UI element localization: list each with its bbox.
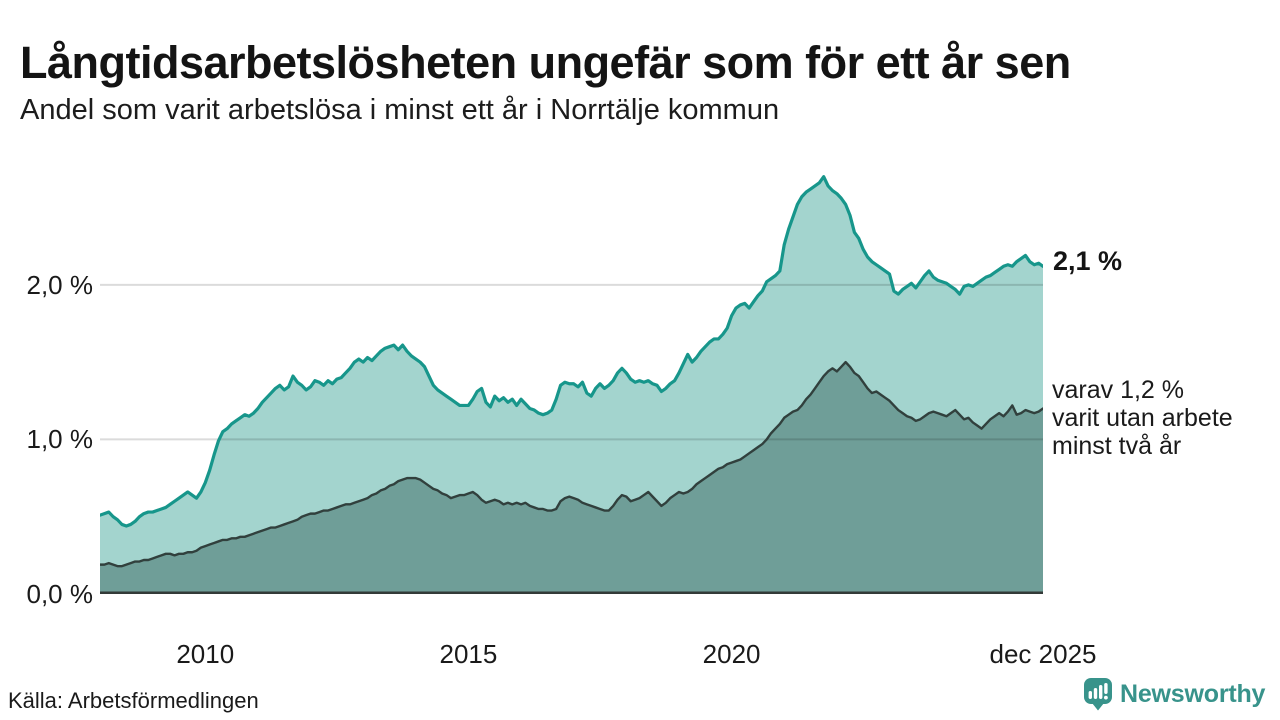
x-axis-label-1: 2015 — [439, 639, 498, 669]
area-chart — [100, 175, 1043, 594]
x-axis-label-0: 2010 — [176, 639, 235, 669]
newsworthy-logo-text: Newsworthy — [1120, 679, 1266, 708]
x-axis-label-2: 2020 — [702, 639, 761, 669]
y-axis-label-1: 1,0 % — [26, 424, 94, 455]
series-line-1 — [100, 360, 1043, 568]
chart-subtitle: Andel som varit arbetslösa i minst ett å… — [20, 94, 780, 126]
end-note-line-2: varit utan arbete — [1052, 404, 1233, 432]
newsworthy-logo-icon — [1083, 677, 1113, 711]
y-axis-label-0: 2,0 % — [26, 269, 94, 300]
end-value-label: 2,1 % — [1053, 246, 1123, 276]
series-line-0 — [100, 175, 1043, 528]
series-area-1 — [100, 362, 1043, 594]
page-title: Långtidsarbetslösheten ungefär som för e… — [20, 37, 1071, 89]
end-note-label: varav 1,2 % varit utan arbete minst två … — [1052, 376, 1233, 460]
newsworthy-logo[interactable]: Newsworthy — [1083, 677, 1265, 711]
end-note-line-3: minst två år — [1052, 432, 1182, 460]
source-note: Källa: Arbetsförmedlingen — [8, 688, 259, 713]
end-note-line-1: varav 1,2 % — [1052, 376, 1185, 404]
x-axis-label-3: dec 2025 — [989, 639, 1097, 669]
y-axis-label-2: 0,0 % — [26, 579, 94, 609]
